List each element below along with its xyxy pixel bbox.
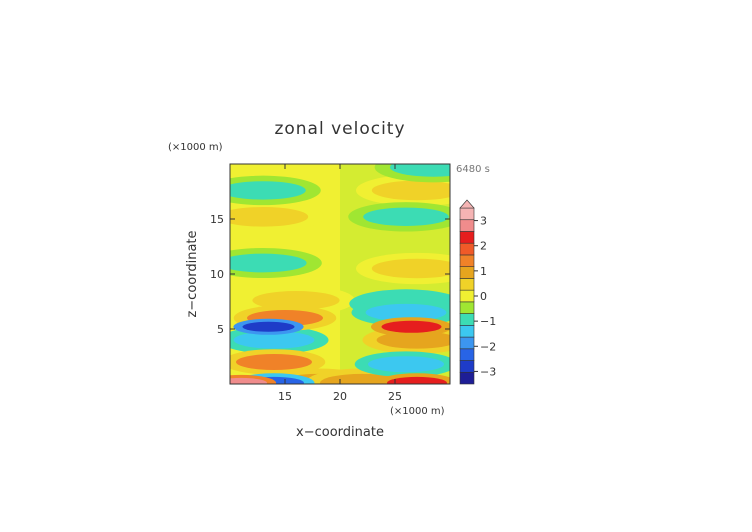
colorbar-segment (459, 242, 475, 256)
y-axis-label: z−coordinate (185, 230, 200, 317)
field-sample (230, 207, 309, 227)
field-sample (365, 303, 447, 322)
time-label: 6480 s (456, 164, 490, 175)
colorbar-tick-label: 3 (480, 215, 487, 228)
x-axis: 15 20 25 (278, 164, 402, 403)
x-tick-label: 15 (278, 390, 292, 403)
chart-title: zonal velocity (274, 119, 405, 139)
field-sample (381, 320, 442, 333)
x-tick-label: 20 (333, 390, 347, 403)
y-tick-label: 15 (210, 213, 224, 226)
colorbar-segment (459, 360, 475, 373)
field-sample (230, 181, 306, 200)
colorbar-tick-label: 2 (480, 240, 487, 253)
field-sample (387, 376, 447, 384)
field-sample (236, 354, 312, 370)
field-sample (230, 253, 307, 273)
colorbar-segment (459, 348, 475, 361)
field-sample (376, 331, 450, 349)
x-tick-label: 25 (388, 390, 402, 403)
x-unit-label: (×1000 m) (390, 406, 445, 417)
colorbar-segment (459, 254, 475, 267)
colorbar-segment (459, 219, 475, 232)
colorbar-segment (459, 301, 475, 314)
y-tick-label: 10 (210, 268, 224, 281)
y-tick-label: 5 (217, 323, 224, 336)
colorbar-segment (459, 371, 475, 385)
colorbar-tick-label: −3 (480, 365, 496, 378)
colorbar-segment (459, 207, 475, 221)
colorbar-tick-label: −2 (480, 340, 496, 353)
field-sample (252, 291, 340, 310)
field-sample (389, 164, 450, 177)
colorbar-segment (459, 231, 475, 244)
colorbar-segment (459, 313, 475, 326)
y-unit-label: (×1000 m) (168, 142, 223, 153)
colorbar: −3 −2 −1 0 1 2 3 (459, 199, 496, 385)
colorbar-tick-label: 1 (480, 265, 487, 278)
colorbar-segment (459, 266, 475, 279)
colorbar-segment (459, 278, 475, 291)
field-sample (371, 258, 450, 279)
colorbar-extension (459, 199, 475, 209)
colorbar-tick-label: −1 (480, 315, 496, 328)
y-axis: 5 10 15 (210, 213, 450, 336)
field-sample (233, 331, 315, 349)
plot-area (229, 163, 451, 385)
x-axis-label: x−coordinate (296, 425, 384, 440)
colorbar-tick-label: 0 (480, 290, 487, 303)
colorbar-segment (459, 289, 475, 303)
field-sample (230, 377, 267, 384)
field-sample (368, 356, 444, 373)
field-sample (371, 180, 450, 201)
colorbar-segment (459, 336, 475, 350)
field-sample (363, 207, 449, 226)
colorbar-segment (459, 325, 475, 338)
field-sample (242, 321, 295, 332)
